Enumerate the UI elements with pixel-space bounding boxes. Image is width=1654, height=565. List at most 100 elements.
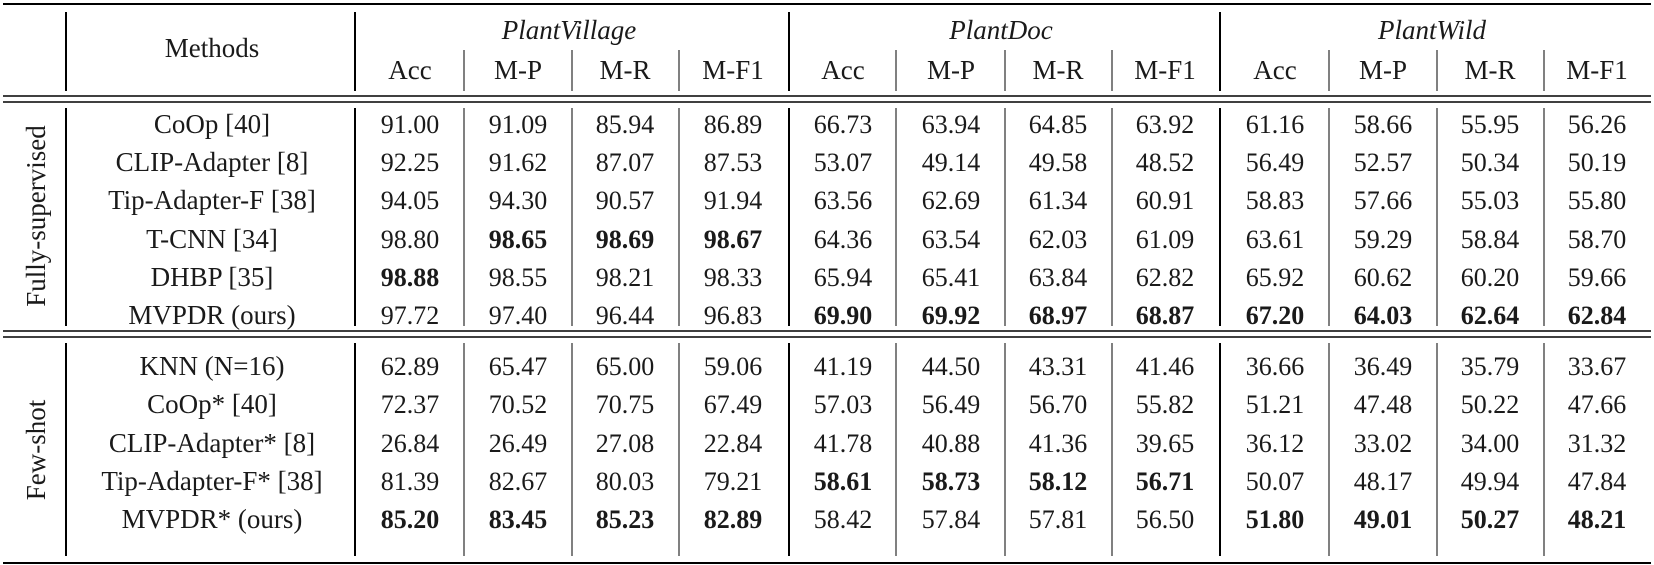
metric-value: 85.23 [596, 505, 655, 534]
metric-value: 63.92 [1136, 110, 1195, 139]
metric-value: 98.67 [704, 225, 763, 254]
table-row: DHBP [35] 98.88 98.55 98.21 98.33 65.94 65.41 6… [151, 262, 1627, 292]
metric-value: 35.79 [1461, 352, 1520, 381]
metric-value: 64.03 [1354, 301, 1413, 330]
table-row: CoOp [40] 91.00 91.09 85.94 86.89 66.73 63.94 6… [154, 109, 1626, 139]
metric-header: Acc [821, 55, 864, 85]
metric-value: 58.73 [922, 467, 981, 496]
metric-value: 56.49 [1246, 148, 1305, 177]
metric-value: 91.62 [489, 148, 548, 177]
metric-value: 65.92 [1246, 263, 1305, 292]
metric-value: 62.89 [381, 352, 440, 381]
metric-value: 50.07 [1246, 467, 1305, 496]
metric-value: 56.50 [1136, 505, 1195, 534]
metric-header: M-R [1464, 55, 1515, 85]
metric-header: M-P [927, 55, 975, 85]
methods-header: Methods [165, 33, 260, 63]
metric-value: 60.20 [1461, 263, 1520, 292]
metric-value: 26.49 [489, 429, 548, 458]
metric-value: 98.88 [381, 263, 440, 292]
metric-value: 36.12 [1246, 429, 1305, 458]
method-name: CoOp* [40] [147, 389, 277, 419]
table-row: Tip-Adapter-F* [38] 81.39 82.67 80.03 79.21 5… [101, 466, 1626, 496]
metric-value: 79.21 [704, 467, 763, 496]
metric-value: 36.66 [1246, 352, 1305, 381]
metric-value: 58.70 [1568, 225, 1627, 254]
metric-value: 90.57 [596, 186, 655, 215]
metric-value: 59.66 [1568, 263, 1627, 292]
metric-value: 63.54 [922, 225, 981, 254]
metric-value: 40.88 [922, 429, 981, 458]
table-row: MVPDR (ours) 97.72 97.40 96.44 96.83 69.90 69.… [128, 300, 1626, 330]
metric-value: 57.81 [1029, 505, 1088, 534]
metric-value: 58.84 [1461, 225, 1520, 254]
metric-value: 64.36 [814, 225, 873, 254]
metric-value: 86.89 [704, 110, 763, 139]
metric-value: 87.53 [704, 148, 763, 177]
metric-value: 87.07 [596, 148, 655, 177]
metric-value: 61.16 [1246, 110, 1305, 139]
metric-value: 56.70 [1029, 390, 1088, 419]
metric-value: 56.71 [1136, 467, 1195, 496]
metric-value: 47.66 [1568, 390, 1627, 419]
metric-value: 72.37 [381, 390, 440, 419]
metric-value: 39.65 [1136, 429, 1195, 458]
metric-value: 50.19 [1568, 148, 1627, 177]
method-name: T-CNN [34] [146, 224, 278, 254]
table-row: CoOp* [40] 72.37 70.52 70.75 67.49 57.03 56.49… [147, 389, 1626, 419]
metric-value: 49.94 [1461, 467, 1520, 496]
metric-value: 56.49 [922, 390, 981, 419]
metric-value: 41.19 [814, 352, 873, 381]
metric-value: 41.78 [814, 429, 873, 458]
metric-value: 43.31 [1029, 352, 1088, 381]
metric-value: 31.32 [1568, 429, 1627, 458]
table-row: KNN (N=16) 62.89 65.47 65.00 59.06 41.19 44.50… [140, 351, 1627, 381]
metric-value: 62.64 [1461, 301, 1520, 330]
metric-value: 81.39 [381, 467, 440, 496]
metric-value: 63.94 [922, 110, 981, 139]
metric-value: 69.90 [814, 301, 873, 330]
metric-value: 58.66 [1354, 110, 1413, 139]
metric-value: 22.84 [704, 429, 763, 458]
metric-header: M-P [1359, 55, 1407, 85]
metric-value: 82.67 [489, 467, 548, 496]
method-name: DHBP [35] [151, 262, 274, 292]
metric-value: 58.61 [814, 467, 873, 496]
metric-header: M-R [1032, 55, 1083, 85]
metric-value: 57.03 [814, 390, 873, 419]
method-name: KNN (N=16) [140, 351, 285, 381]
metric-value: 96.44 [596, 301, 655, 330]
metric-value: 85.94 [596, 110, 655, 139]
method-name: MVPDR (ours) [128, 300, 295, 330]
metric-value: 27.08 [596, 429, 655, 458]
metric-value: 50.22 [1461, 390, 1520, 419]
metric-header: Acc [388, 55, 431, 85]
table-row: T-CNN [34] 98.80 98.65 98.69 98.67 64.36 63.54… [146, 224, 1626, 254]
metric-header: M-P [494, 55, 542, 85]
metric-value: 49.14 [922, 148, 981, 177]
metric-value: 50.27 [1461, 505, 1520, 534]
metric-value: 62.03 [1029, 225, 1088, 254]
table-row: Tip-Adapter-F [38] 94.05 94.30 90.57 91.94 63… [108, 185, 1626, 215]
metric-value: 41.36 [1029, 429, 1088, 458]
metric-header: Acc [1253, 55, 1296, 85]
metric-value: 98.21 [596, 263, 655, 292]
metric-value: 91.09 [489, 110, 548, 139]
table-row: CLIP-Adapter* [8] 26.84 26.49 27.08 22.84 41.… [109, 428, 1626, 458]
dataset-header-plantdoc: PlantDoc [948, 15, 1052, 45]
method-name: CoOp [40] [154, 109, 270, 139]
metric-value: 62.69 [922, 186, 981, 215]
metric-value: 34.00 [1461, 429, 1520, 458]
metric-value: 63.61 [1246, 225, 1305, 254]
metric-value: 48.21 [1568, 505, 1627, 534]
method-name: CLIP-Adapter* [8] [109, 428, 315, 458]
metric-value: 33.02 [1354, 429, 1413, 458]
metric-header: M-R [599, 55, 650, 85]
metric-value: 65.00 [596, 352, 655, 381]
metric-header: M-F1 [1134, 55, 1196, 85]
metric-value: 59.06 [704, 352, 763, 381]
metric-value: 94.05 [381, 186, 440, 215]
method-name: MVPDR* (ours) [122, 504, 303, 534]
metric-value: 55.95 [1461, 110, 1520, 139]
